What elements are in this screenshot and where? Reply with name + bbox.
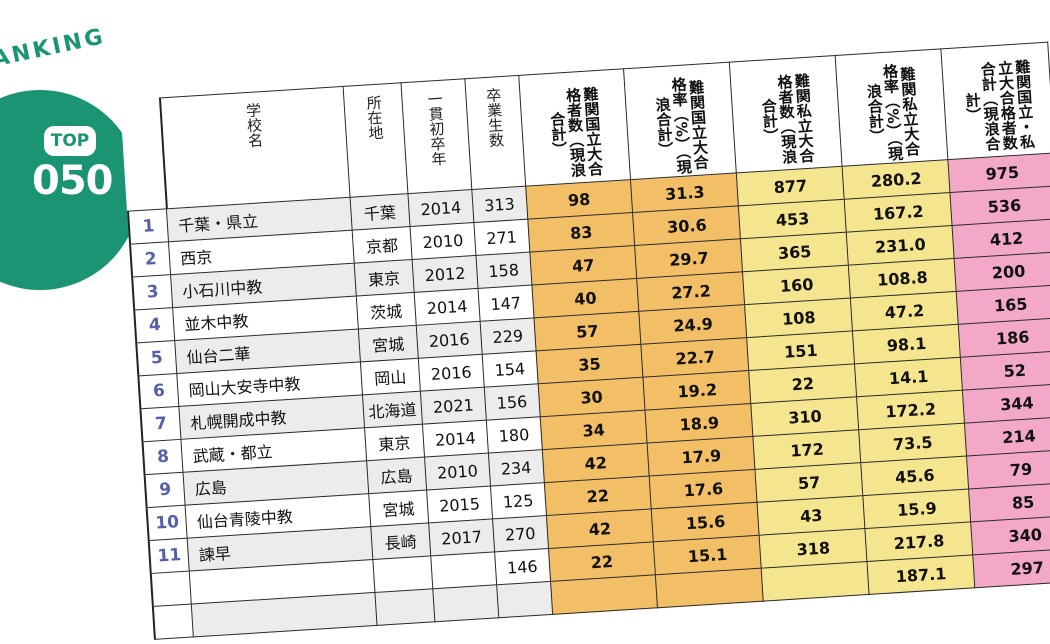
rank-number: 1: [127, 208, 169, 245]
rank-number: 7: [140, 406, 182, 442]
prefecture: 千葉: [349, 193, 411, 231]
prefecture: 茨城: [355, 292, 417, 330]
national-passers: [550, 574, 658, 615]
first-grad-year: 2016: [416, 321, 483, 359]
total-passers: 52: [960, 350, 1050, 391]
rank-header: [121, 98, 167, 211]
first-grad-year: 2014: [408, 189, 474, 227]
prefecture: 京都: [351, 226, 413, 264]
total-passers: 186: [958, 317, 1050, 358]
total-passers: 85: [968, 482, 1050, 522]
header-first-grad-year: 一貫初卒年: [401, 78, 472, 194]
top-pill: TOP: [44, 126, 96, 156]
graduates-count: 154: [482, 350, 538, 388]
first-grad-year: 2010: [410, 222, 476, 260]
first-grad-year: 2010: [424, 453, 491, 491]
national-rate: [655, 568, 764, 608]
prefecture: [374, 588, 436, 626]
ranking-label: ANKING: [0, 24, 108, 73]
rank-number: [150, 571, 192, 607]
header-private-passers: 難関私立大合格者数（現浪合計）: [729, 55, 843, 173]
prefecture: [372, 555, 433, 593]
private-passers: [761, 561, 870, 602]
graduates-count: 271: [473, 219, 530, 256]
graduates-count: 270: [492, 515, 549, 552]
first-grad-year: [430, 551, 497, 589]
prefecture: 東京: [364, 424, 425, 461]
graduates-count: [496, 581, 553, 618]
header-graduates: 卒業生数: [464, 75, 526, 190]
rank-number: 2: [130, 241, 171, 278]
header-national-passers: 難関国立大合格者数（現浪合計）: [518, 68, 631, 187]
header-school: 学校名: [159, 86, 350, 209]
total-passers: 79: [966, 449, 1050, 489]
header-private-rate: 難関私立大合格率（%）（現浪合計）: [835, 48, 948, 167]
rank-number: 11: [148, 538, 190, 574]
total-passers: 297: [972, 548, 1050, 588]
prefecture: 北海道: [361, 391, 423, 428]
graduates-count: 146: [494, 548, 551, 585]
first-grad-year: 2015: [426, 486, 493, 523]
graduates-count: 147: [477, 285, 534, 322]
first-grad-year: 2021: [420, 387, 487, 425]
rank-number: 3: [132, 274, 173, 311]
first-grad-year: [432, 584, 499, 622]
first-grad-year: 2012: [412, 255, 478, 293]
first-grad-year: 2017: [428, 518, 495, 556]
header-total-passers: 難関国立・私立大合格者数合計（現浪合計）: [941, 42, 1050, 160]
rank-number: [152, 604, 194, 640]
rank-number: 8: [142, 439, 184, 475]
header-prefecture: 所在地: [342, 82, 409, 198]
first-grad-year: 2014: [422, 420, 489, 458]
prefecture: 宮城: [357, 325, 419, 362]
prefecture: 東京: [353, 259, 415, 297]
graduates-count: 313: [471, 186, 528, 223]
prefecture: 広島: [366, 457, 427, 494]
graduates-count: 158: [475, 252, 532, 289]
graduates-count: 156: [484, 383, 540, 421]
ranking-table-sheet: 学校名 所在地 一貫初卒年 卒業生数 難関国立大合格者数（現浪合計） 難関国立大…: [120, 41, 1050, 640]
top-number: 050: [32, 158, 113, 204]
rank-number: 9: [144, 472, 186, 508]
graduates-count: 125: [490, 482, 546, 519]
total-passers: 344: [962, 383, 1050, 424]
header-national-rate: 難関国立大合格率（%）（現浪合計）: [623, 62, 737, 180]
prefecture: 岡山: [359, 358, 421, 395]
private-rate: 187.1: [867, 554, 975, 595]
total-passers: 214: [964, 416, 1050, 457]
graduates-count: 234: [488, 449, 544, 487]
rank-number: 4: [134, 307, 175, 343]
graduates-count: 229: [479, 317, 536, 355]
rank-number: 6: [138, 373, 180, 409]
first-grad-year: 2016: [418, 354, 485, 392]
first-grad-year: 2014: [414, 288, 480, 326]
total-passers: 165: [956, 284, 1050, 325]
rank-number: 10: [146, 505, 188, 541]
ranking-table: 学校名 所在地 一貫初卒年 卒業生数 難関国立大合格者数（現浪合計） 難関国立大…: [120, 41, 1050, 640]
prefecture: 長崎: [370, 522, 431, 560]
graduates-count: 180: [486, 416, 542, 454]
rank-number: 5: [136, 340, 177, 376]
total-passers: 340: [970, 515, 1050, 555]
prefecture: 宮城: [368, 490, 429, 527]
